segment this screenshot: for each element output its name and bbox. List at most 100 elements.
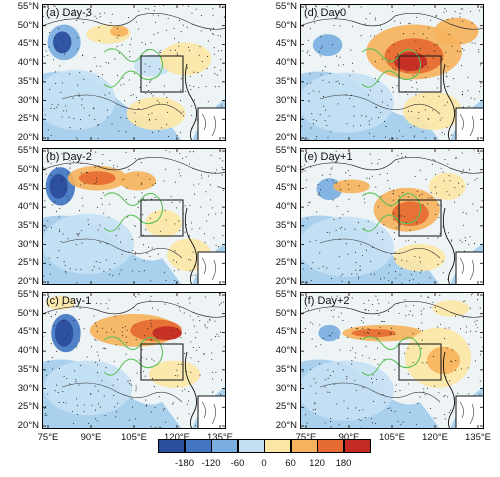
anomaly-patch [392,201,429,227]
map-canvas [300,4,484,141]
latitude-label: 45°N [17,182,39,194]
colorbar [158,439,371,455]
river-line [103,48,164,88]
latitude-label: 30°N [275,94,297,106]
colorbar-segment [237,439,265,453]
colorbar-segment [158,439,186,453]
latitude-label: 45°N [17,326,39,338]
inset-box [455,107,484,141]
anomaly-patch [312,34,343,57]
map-canvas [300,148,484,285]
map-panel-f: (f) Day+2 [300,292,484,429]
study-region-box [398,343,442,381]
panel-title: (f) Day+2 [304,295,350,307]
longitude-label: 75°E [295,432,317,443]
map-canvas [42,4,226,141]
colorbar-segment [184,439,212,453]
river-line [361,192,422,232]
study-region-box [140,55,184,93]
anomaly-patch [110,25,129,37]
map-panel-a: (a) Day-3 [42,4,226,141]
latitude-label: 55°N [275,1,297,12]
latitude-label: 35°N [17,219,39,231]
latitude-label: 20°N [17,132,39,143]
latitude-label: 25°N [17,257,39,269]
colorbar-segment [264,439,292,453]
panel-title: (a) Day-3 [46,7,92,19]
anomaly-patch [54,319,74,347]
inset-box [455,251,484,285]
colorbar-segment [343,439,371,453]
latitude-label: 25°N [275,113,297,125]
anomaly-patch [159,42,212,76]
inset-box [197,251,226,285]
anomaly-patch [53,31,72,54]
latitude-label: 55°N [17,145,39,156]
latitude-label: 20°N [17,276,39,287]
latitude-label: 45°N [275,182,297,194]
latitude-label: 40°N [17,57,39,69]
latitude-label: 45°N [275,38,297,50]
anomaly-patch [43,360,133,416]
map-panel-e: (e) Day+1 [300,148,484,285]
colorbar-tick-label: -180 [174,458,194,469]
longitude-label: 90°E [338,432,360,443]
colorbar-tick-label: 180 [335,458,352,469]
longitude-label: 90°E [80,432,102,443]
latitude-label: 20°N [275,276,297,287]
colorbar-tick-label: 60 [285,458,296,469]
anomaly-patch [318,324,341,342]
anomaly-patch [42,69,116,131]
map-panel-c: (c) Day-1 [42,292,226,429]
longitude-label: 120°E [422,432,448,443]
colorbar-segment [290,439,318,453]
anomaly-patch [152,326,182,340]
anomaly-patch [300,72,394,133]
latitude-label: 20°N [275,132,297,143]
latitude-label: 40°N [275,57,297,69]
latitude-label: 25°N [275,257,297,269]
latitude-label: 30°N [275,382,297,394]
panel-title: (c) Day-1 [46,295,92,307]
anomaly-patch [300,360,394,421]
map-panel-b: (b) Day-2 [42,148,226,285]
latitude-label: 50°N [275,307,297,319]
latitude-label: 20°N [275,420,297,431]
latitude-label: 50°N [17,163,39,175]
anomaly-patch [351,328,396,338]
river-line [103,192,164,232]
latitude-label: 40°N [275,345,297,357]
latitude-label: 30°N [275,238,297,250]
longitude-label: 105°E [379,432,405,443]
longitude-label: 135°E [465,432,491,443]
latitude-label: 20°N [17,420,39,431]
latitude-label: 30°N [17,382,39,394]
latitude-label: 55°N [17,289,39,300]
longitude-label: 105°E [121,432,147,443]
latitude-label: 35°N [275,219,297,231]
colorbar-tick-label: 120 [309,458,325,469]
longitude-label: 120°E [164,432,190,443]
latitude-label: 40°N [17,345,39,357]
study-region-box [140,343,184,381]
anomaly-patch [145,209,182,238]
study-region-box [398,55,442,93]
river-line [361,336,422,376]
latitude-label: 35°N [275,363,297,375]
latitude-label: 40°N [17,201,39,213]
anomaly-patch [434,17,479,46]
latitude-label: 35°N [17,363,39,375]
panel-title: (b) Day-2 [46,151,92,163]
anomaly-patch [428,172,466,201]
latitude-label: 55°N [17,1,39,12]
river-line [361,48,422,88]
latitude-label: 30°N [17,94,39,106]
anomaly-patch [42,213,134,275]
colorbar-segment [317,439,345,453]
map-panel-d: (d) Day0 [300,4,484,141]
anomaly-patch [403,91,462,131]
latitude-label: 25°N [17,113,39,125]
map-canvas [42,292,226,429]
anomaly-patch [119,171,157,191]
anomaly-patch [126,97,186,131]
